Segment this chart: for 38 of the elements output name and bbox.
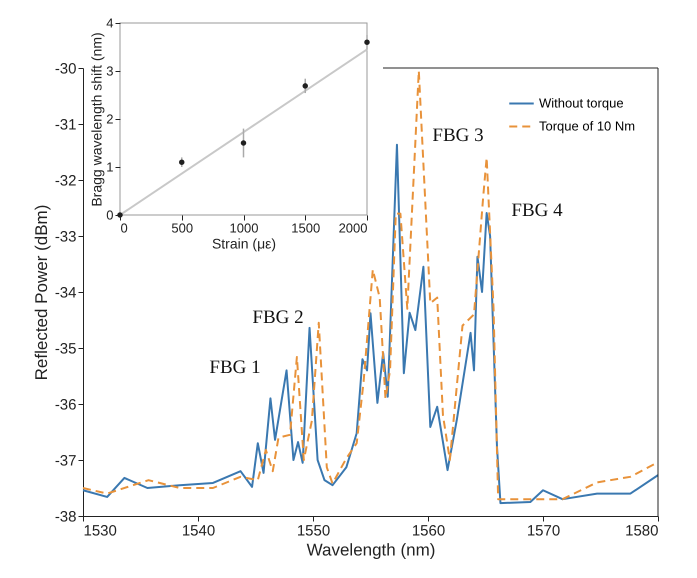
y-tick-label: -30 bbox=[54, 60, 76, 78]
y-tick-label: 4 bbox=[106, 16, 114, 30]
point bbox=[364, 39, 370, 45]
y-tick-label: -34 bbox=[54, 284, 76, 302]
y-tick-label: -37 bbox=[54, 452, 76, 470]
point bbox=[240, 140, 246, 146]
x-tick-label: 1550 bbox=[296, 522, 330, 540]
y-tick-label: -33 bbox=[54, 228, 76, 246]
y-tick-label: 3 bbox=[106, 64, 114, 78]
y-tick-label: -35 bbox=[54, 340, 76, 358]
x-tick-label: 1000 bbox=[230, 220, 258, 236]
point bbox=[302, 83, 308, 89]
x-tick-label: 1500 bbox=[291, 220, 320, 236]
annotation: FBG 2 bbox=[252, 307, 304, 328]
y-tick-label: 1 bbox=[106, 160, 114, 174]
y-tick-label: 2 bbox=[106, 112, 114, 126]
y-tick-label: -36 bbox=[54, 396, 76, 414]
x-axis-title: Wavelength (nm) bbox=[306, 540, 436, 560]
y-tick-label: 0 bbox=[106, 208, 114, 222]
y-axis-title: Bragg wavelength shift (nm) bbox=[88, 32, 104, 207]
x-axis-title: Strain (με) bbox=[212, 236, 276, 252]
x-tick-label: 500 bbox=[171, 220, 194, 236]
x-tick-label: 2000 bbox=[338, 220, 368, 236]
annotation: FBG 3 bbox=[432, 125, 484, 146]
x-tick-label: 1540 bbox=[182, 522, 216, 540]
legend-label: Torque of 10 Nm bbox=[539, 118, 636, 134]
annotation: FBG 1 bbox=[209, 357, 261, 378]
x-tick-label: 1530 bbox=[84, 522, 117, 540]
legend-label: Without torque bbox=[539, 96, 624, 110]
x-tick-label: 1560 bbox=[412, 522, 446, 540]
y-tick-label: -31 bbox=[54, 116, 76, 134]
y-tick-label: -32 bbox=[54, 172, 76, 190]
x-tick-label: 1570 bbox=[526, 522, 560, 540]
x-tick-label: 1580 bbox=[625, 522, 658, 540]
y-axis-title: Reflected Power (dBm) bbox=[32, 204, 51, 380]
y-tick-label: -38 bbox=[54, 508, 76, 526]
x-tick-label: 0 bbox=[120, 220, 128, 236]
annotation: FBG 4 bbox=[511, 200, 564, 221]
